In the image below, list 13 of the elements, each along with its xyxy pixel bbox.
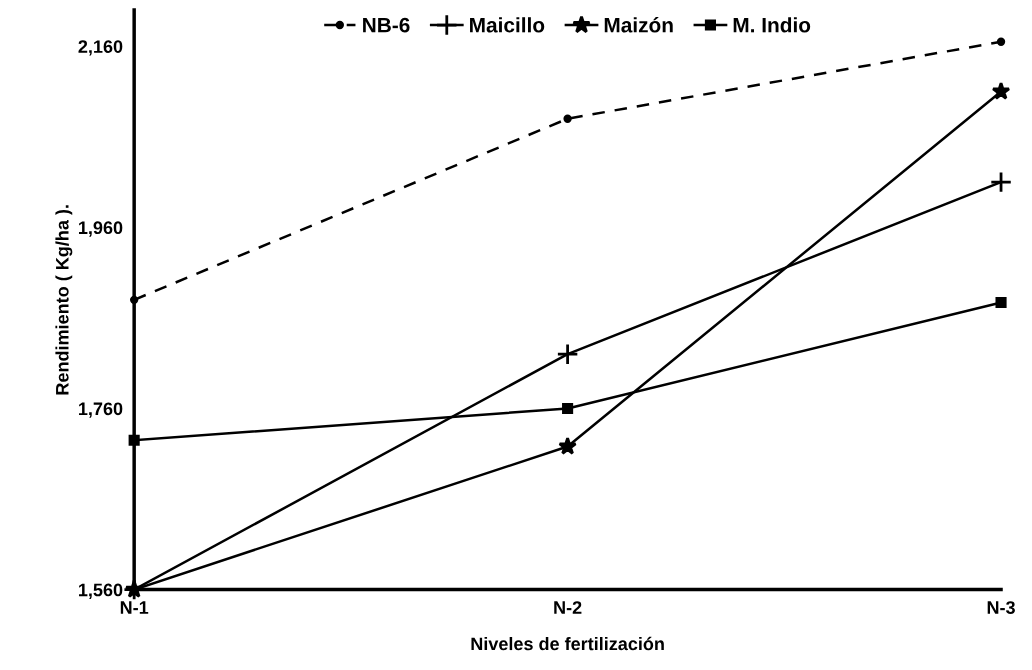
- x-axis-title: Niveles de fertilización: [471, 636, 664, 651]
- x-tick-label: N-1: [120, 601, 149, 614]
- legend-label: NB-6: [363, 17, 410, 33]
- x-tick-label: N-3: [987, 601, 1015, 614]
- y-tick-label: 1,560: [79, 583, 123, 599]
- legend-label: M. Indio: [733, 17, 811, 33]
- legend-label: Maizón: [604, 17, 673, 33]
- x-tick-label: N-2: [554, 601, 582, 614]
- y-tick-label: 2,160: [78, 40, 123, 56]
- y-tick-label: 1,760: [79, 402, 123, 418]
- y-axis-title: Rendimiento ( Kg/ha ).: [55, 205, 73, 395]
- y-tick-label: 1,960: [79, 221, 123, 237]
- legend-label: Maicillo: [470, 17, 545, 33]
